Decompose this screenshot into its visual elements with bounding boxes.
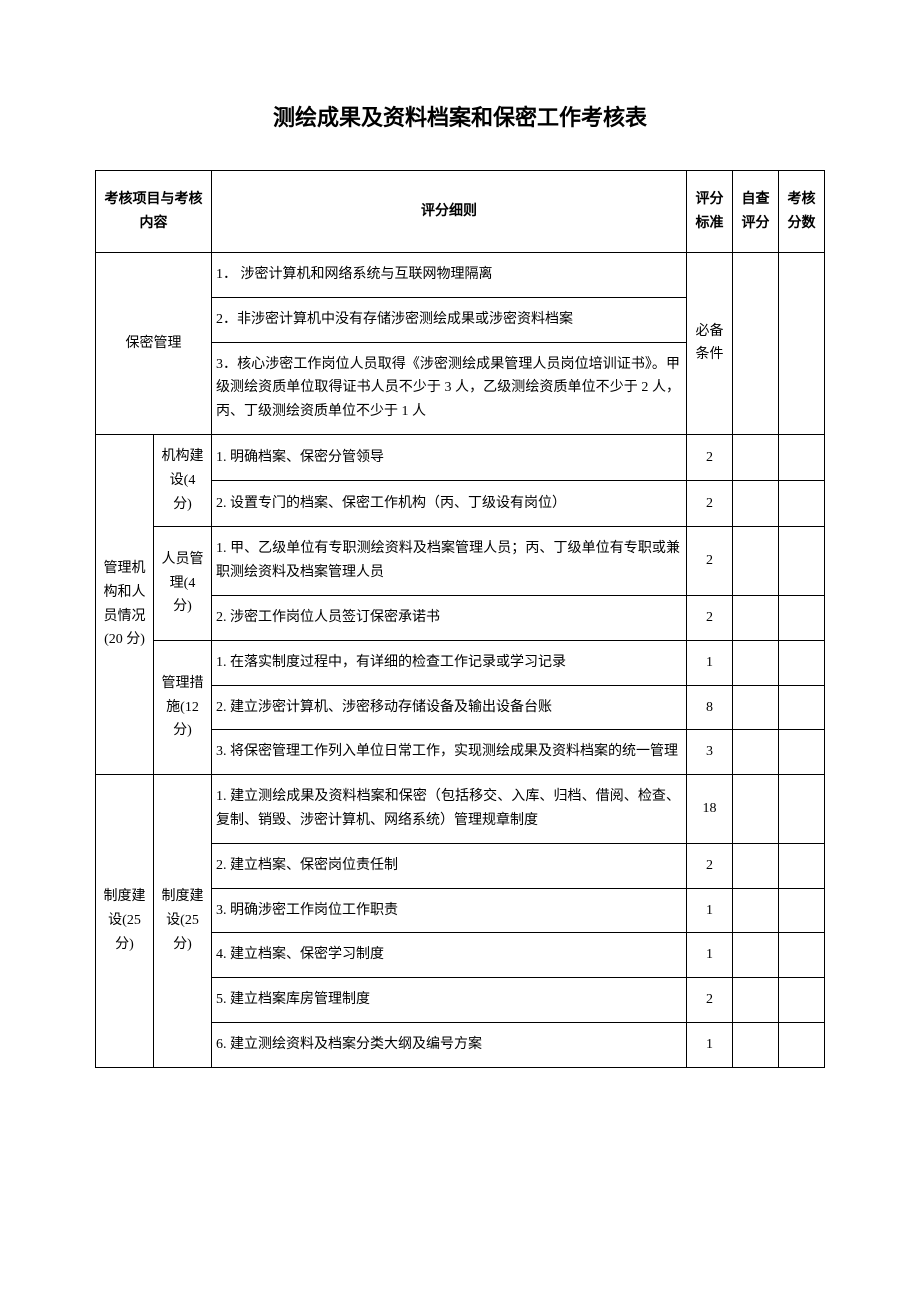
exam-score-cell: [779, 1022, 825, 1067]
self-score-cell: [733, 685, 779, 730]
score-cell: 1: [687, 888, 733, 933]
subcategory-personnel-mgmt: 人员管理(4 分): [154, 527, 212, 640]
score-cell: 18: [687, 775, 733, 844]
header-detail: 评分细则: [212, 171, 687, 253]
score-cell: 2: [687, 434, 733, 480]
page-title: 测绘成果及资料档案和保密工作考核表: [95, 100, 825, 132]
exam-score-cell: [779, 595, 825, 640]
exam-score-cell: [779, 775, 825, 844]
self-score-cell: [733, 253, 779, 435]
self-score-cell: [733, 978, 779, 1023]
detail-cell: 2．非涉密计算机中没有存储涉密测绘成果或涉密资料档案: [212, 297, 687, 342]
self-score-cell: [733, 595, 779, 640]
exam-score-cell: [779, 730, 825, 775]
score-cell: 2: [687, 595, 733, 640]
exam-score-cell: [779, 527, 825, 596]
table-row: 保密管理 1． 涉密计算机和网络系统与互联网物理隔离 必备条件: [96, 253, 825, 298]
subcategory-system-build: 制度建设(25 分): [154, 775, 212, 1068]
self-score-cell: [733, 527, 779, 596]
self-score-cell: [733, 434, 779, 480]
self-score-cell: [733, 888, 779, 933]
score-cell: 2: [687, 978, 733, 1023]
subcategory-org-build: 机构建设(4 分): [154, 434, 212, 526]
header-exam-score: 考核分数: [779, 171, 825, 253]
detail-cell: 2. 涉密工作岗位人员签订保密承诺书: [212, 595, 687, 640]
detail-cell: 4. 建立档案、保密学习制度: [212, 933, 687, 978]
header-score-std: 评分标准: [687, 171, 733, 253]
exam-score-cell: [779, 843, 825, 888]
detail-cell: 3. 明确涉密工作岗位工作职责: [212, 888, 687, 933]
category-confidential-mgmt: 保密管理: [96, 253, 212, 435]
score-cell: 1: [687, 640, 733, 685]
self-score-cell: [733, 481, 779, 527]
score-cell: 8: [687, 685, 733, 730]
detail-cell: 3．核心涉密工作岗位人员取得《涉密测绘成果管理人员岗位培训证书》。甲级测绘资质单…: [212, 342, 687, 434]
table-row: 管理措施(12 分) 1. 在落实制度过程中，有详细的检查工作记录或学习记录 1: [96, 640, 825, 685]
score-cell: 1: [687, 1022, 733, 1067]
subcategory-mgmt-measures: 管理措施(12 分): [154, 640, 212, 774]
score-cell: 2: [687, 481, 733, 527]
exam-score-cell: [779, 253, 825, 435]
assessment-table: 考核项目与考核内容 评分细则 评分标准 自查评分 考核分数 保密管理 1． 涉密…: [95, 170, 825, 1068]
table-header-row: 考核项目与考核内容 评分细则 评分标准 自查评分 考核分数: [96, 171, 825, 253]
detail-cell: 6. 建立测绘资料及档案分类大纲及编号方案: [212, 1022, 687, 1067]
self-score-cell: [733, 730, 779, 775]
table-row: 管理机构和人员情况(20 分) 机构建设(4 分) 1. 明确档案、保密分管领导…: [96, 434, 825, 480]
score-cell: 1: [687, 933, 733, 978]
detail-cell: 1. 明确档案、保密分管领导: [212, 434, 687, 480]
detail-cell: 3. 将保密管理工作列入单位日常工作，实现测绘成果及资料档案的统一管理: [212, 730, 687, 775]
score-required: 必备条件: [687, 253, 733, 435]
self-score-cell: [733, 933, 779, 978]
category-system-build: 制度建设(25 分): [96, 775, 154, 1068]
exam-score-cell: [779, 685, 825, 730]
table-row: 制度建设(25 分) 制度建设(25 分) 1. 建立测绘成果及资料档案和保密（…: [96, 775, 825, 844]
score-cell: 3: [687, 730, 733, 775]
detail-cell: 1. 在落实制度过程中，有详细的检查工作记录或学习记录: [212, 640, 687, 685]
exam-score-cell: [779, 481, 825, 527]
detail-cell: 2. 设置专门的档案、保密工作机构（丙、丁级设有岗位）: [212, 481, 687, 527]
exam-score-cell: [779, 933, 825, 978]
self-score-cell: [733, 1022, 779, 1067]
detail-cell: 1. 甲、乙级单位有专职测绘资料及档案管理人员；丙、丁级单位有专职或兼职测绘资料…: [212, 527, 687, 596]
table-row: 人员管理(4 分) 1. 甲、乙级单位有专职测绘资料及档案管理人员；丙、丁级单位…: [96, 527, 825, 596]
exam-score-cell: [779, 888, 825, 933]
exam-score-cell: [779, 978, 825, 1023]
detail-cell: 5. 建立档案库房管理制度: [212, 978, 687, 1023]
score-cell: 2: [687, 843, 733, 888]
self-score-cell: [733, 843, 779, 888]
detail-cell: 1． 涉密计算机和网络系统与互联网物理隔离: [212, 253, 687, 298]
detail-cell: 2. 建立档案、保密岗位责任制: [212, 843, 687, 888]
score-cell: 2: [687, 527, 733, 596]
detail-cell: 1. 建立测绘成果及资料档案和保密（包括移交、入库、归档、借阅、检查、复制、销毁…: [212, 775, 687, 844]
exam-score-cell: [779, 434, 825, 480]
self-score-cell: [733, 775, 779, 844]
detail-cell: 2. 建立涉密计算机、涉密移动存储设备及输出设备台账: [212, 685, 687, 730]
category-org-personnel: 管理机构和人员情况(20 分): [96, 434, 154, 774]
self-score-cell: [733, 640, 779, 685]
exam-score-cell: [779, 640, 825, 685]
header-category: 考核项目与考核内容: [96, 171, 212, 253]
header-self-score: 自查评分: [733, 171, 779, 253]
